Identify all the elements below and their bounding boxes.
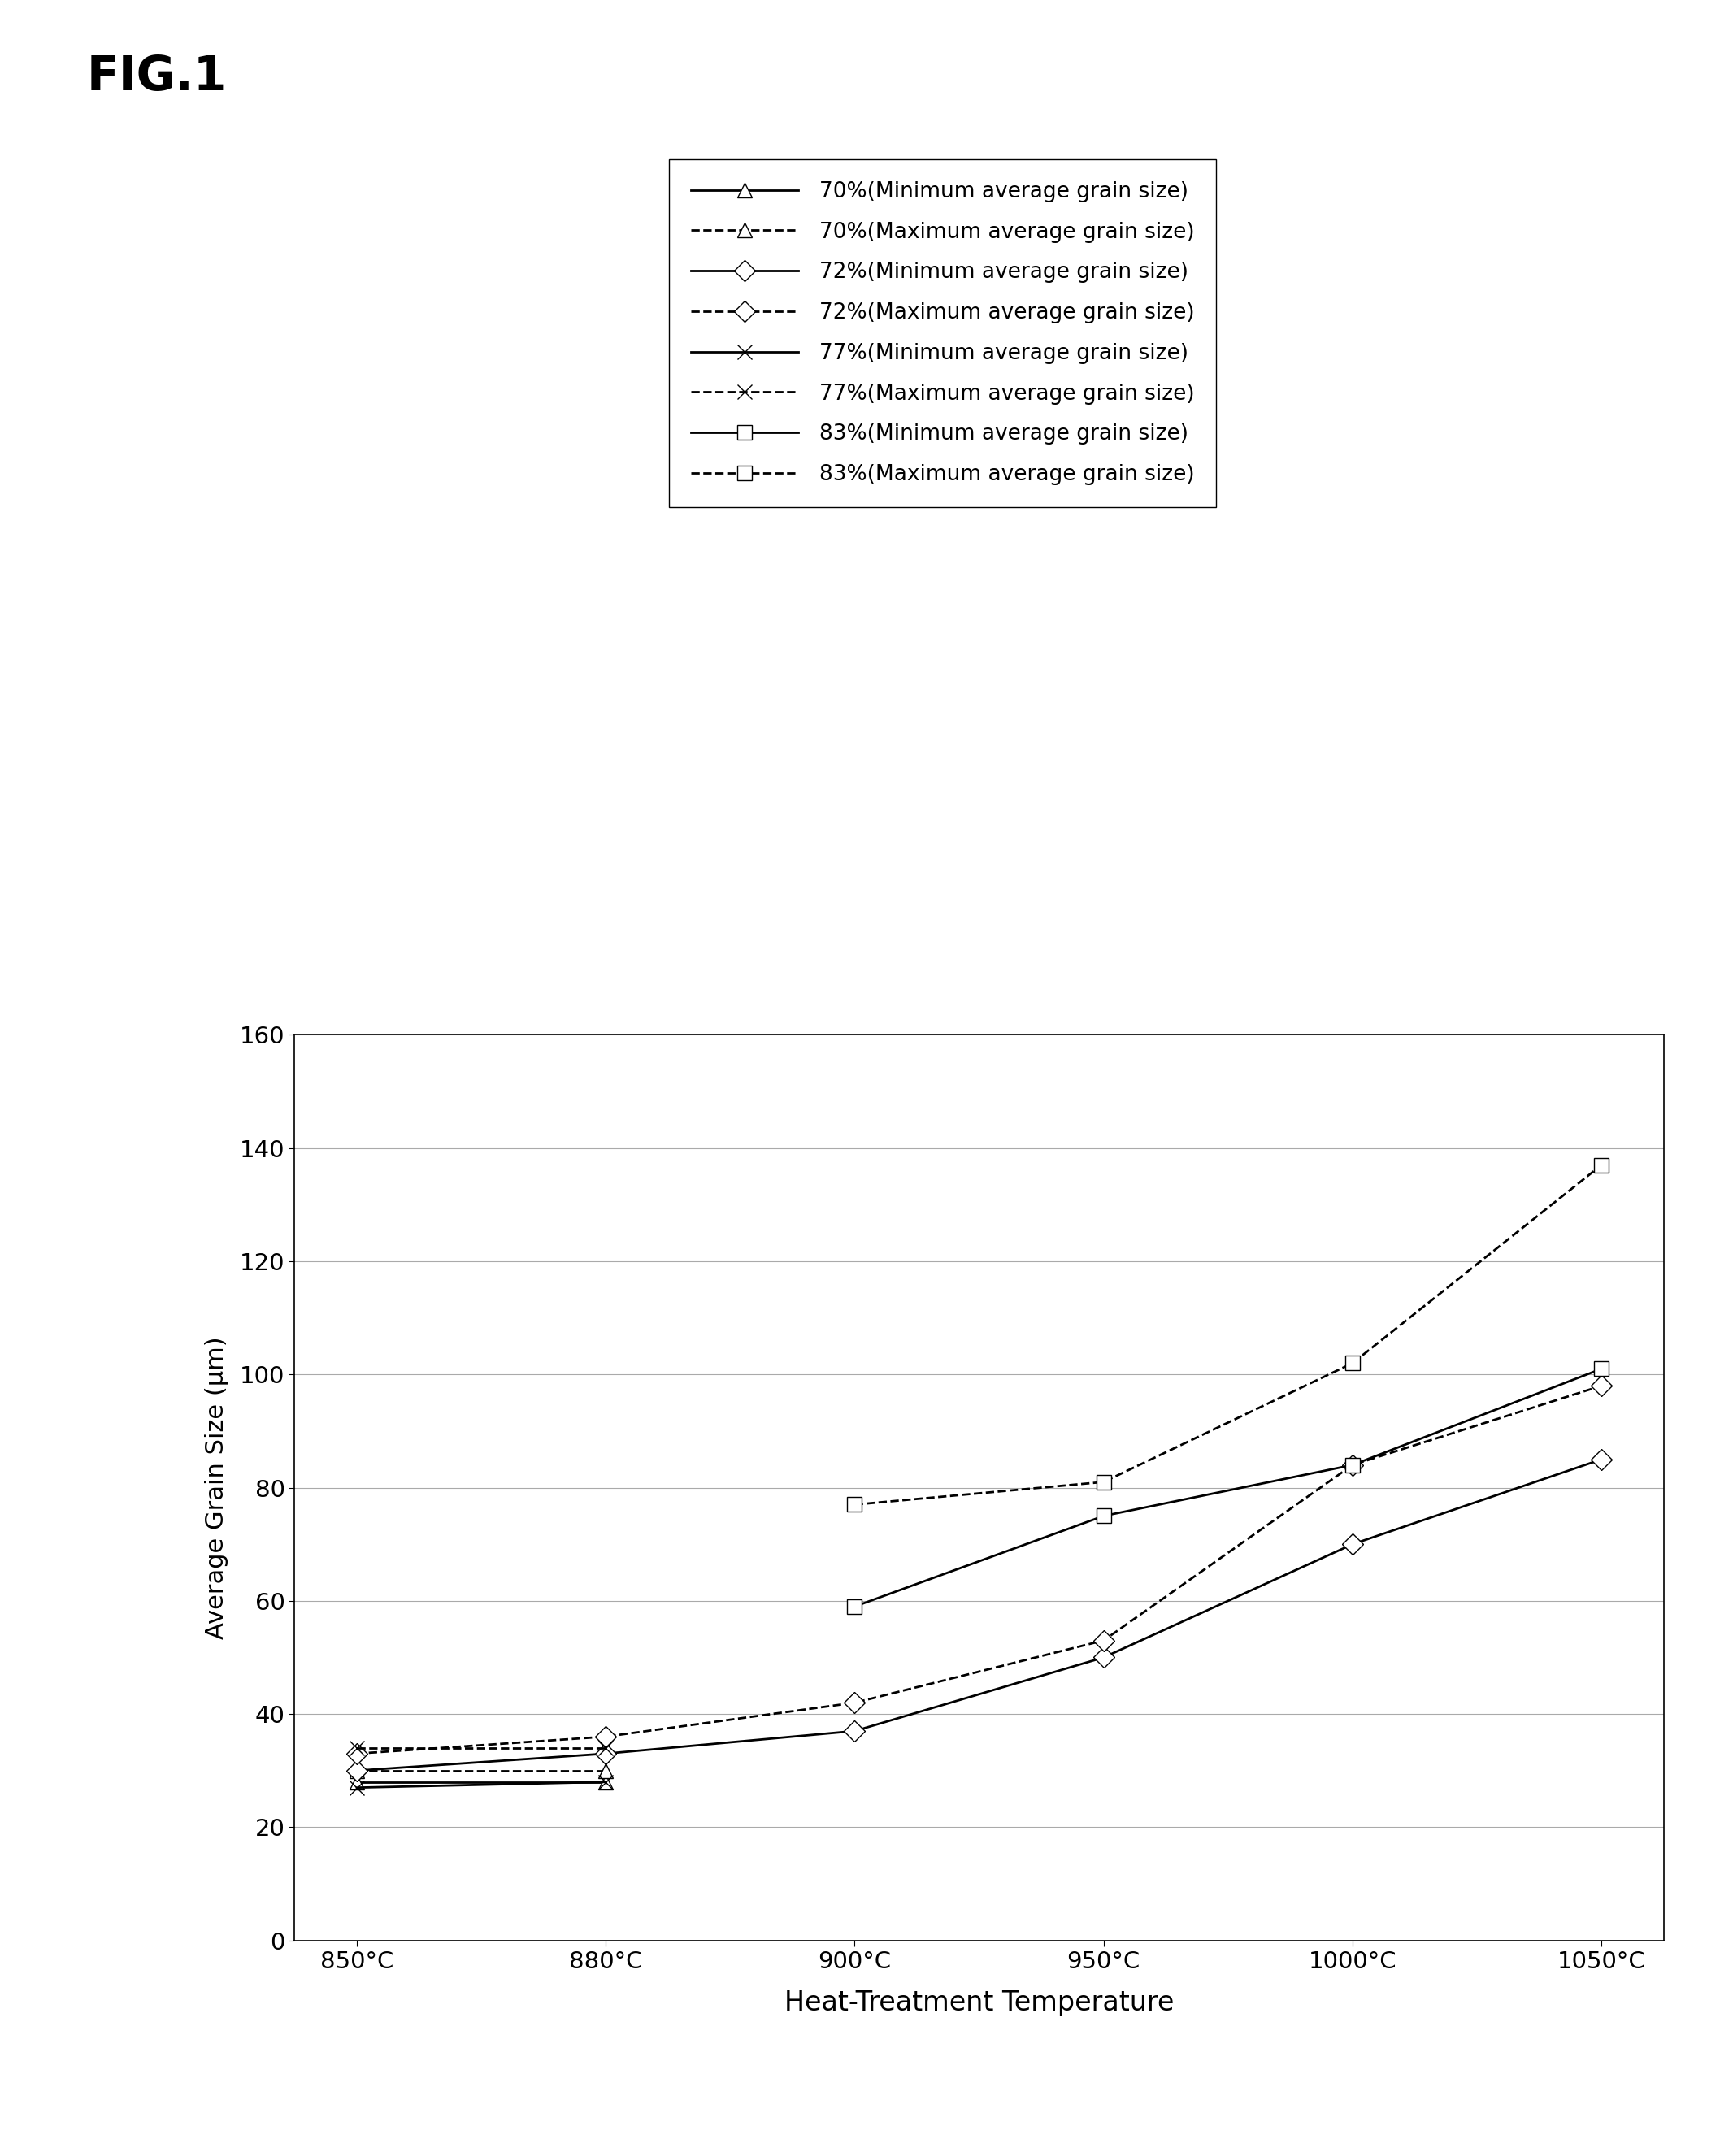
- 72%(Maximum average grain size): [1591, 1373, 1612, 1399]
- 77%(Minimum average grain size): [347, 1774, 367, 1800]
- 77%(Minimum average grain size): [596, 1768, 617, 1794]
- 77%(Maximum average grain size): [347, 1736, 367, 1761]
- Line: 77%(Minimum average grain size): 77%(Minimum average grain size): [350, 1774, 613, 1796]
- Text: FIG.1: FIG.1: [87, 54, 227, 99]
- Line: 83%(Maximum average grain size): 83%(Maximum average grain size): [847, 1158, 1608, 1511]
- 72%(Maximum average grain size): [347, 1740, 367, 1766]
- 72%(Minimum average grain size): [347, 1757, 367, 1783]
- 83%(Minimum average grain size): [1591, 1356, 1612, 1382]
- 83%(Maximum average grain size): [1341, 1350, 1362, 1376]
- 83%(Minimum average grain size): [844, 1593, 865, 1619]
- Line: 83%(Minimum average grain size): 83%(Minimum average grain size): [847, 1360, 1608, 1615]
- Line: 72%(Minimum average grain size): 72%(Minimum average grain size): [350, 1451, 1608, 1779]
- 72%(Maximum average grain size): [596, 1725, 617, 1751]
- 72%(Maximum average grain size): [1094, 1628, 1114, 1654]
- 72%(Minimum average grain size): [1591, 1447, 1612, 1473]
- 72%(Minimum average grain size): [844, 1718, 865, 1744]
- Legend: 70%(Minimum average grain size), 70%(Maximum average grain size), 72%(Minimum av: 70%(Minimum average grain size), 70%(Max…: [669, 160, 1217, 507]
- 83%(Maximum average grain size): [844, 1492, 865, 1518]
- 77%(Maximum average grain size): [596, 1736, 617, 1761]
- Y-axis label: Average Grain Size (μm): Average Grain Size (μm): [204, 1337, 229, 1639]
- Line: 72%(Maximum average grain size): 72%(Maximum average grain size): [350, 1378, 1608, 1761]
- 83%(Minimum average grain size): [1341, 1453, 1362, 1479]
- 83%(Maximum average grain size): [1591, 1151, 1612, 1177]
- 72%(Maximum average grain size): [844, 1690, 865, 1716]
- X-axis label: Heat-Treatment Temperature: Heat-Treatment Temperature: [785, 1990, 1173, 2016]
- 70%(Maximum average grain size): [347, 1757, 367, 1783]
- 72%(Minimum average grain size): [1341, 1531, 1362, 1557]
- 70%(Minimum average grain size): [596, 1768, 617, 1794]
- 83%(Minimum average grain size): [1094, 1503, 1114, 1529]
- 72%(Minimum average grain size): [1094, 1645, 1114, 1671]
- 72%(Minimum average grain size): [596, 1740, 617, 1766]
- Line: 70%(Maximum average grain size): 70%(Maximum average grain size): [350, 1764, 613, 1779]
- Line: 77%(Maximum average grain size): 77%(Maximum average grain size): [350, 1740, 613, 1755]
- 70%(Maximum average grain size): [596, 1757, 617, 1783]
- Line: 70%(Minimum average grain size): 70%(Minimum average grain size): [350, 1774, 613, 1789]
- 70%(Minimum average grain size): [347, 1768, 367, 1794]
- 83%(Maximum average grain size): [1094, 1468, 1114, 1494]
- 72%(Maximum average grain size): [1341, 1453, 1362, 1479]
